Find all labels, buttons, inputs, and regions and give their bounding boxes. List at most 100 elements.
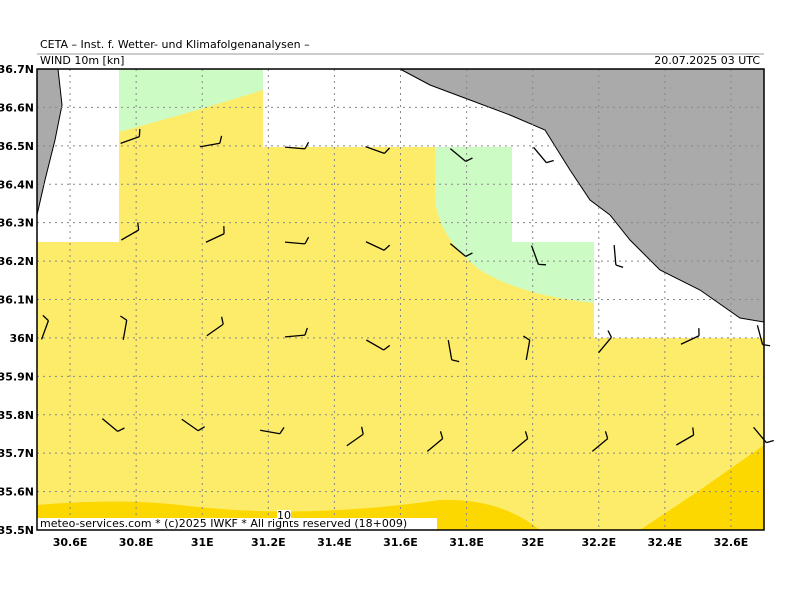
lat-label: 35.9N [0, 370, 34, 383]
barb-flag [383, 344, 391, 351]
lon-label: 31.6E [383, 536, 418, 549]
lon-label: 31.8E [449, 536, 484, 549]
plot-area: meteo-services.com * (c)2025 IWKF * All … [36, 68, 774, 531]
lon-label: 31.2E [251, 536, 286, 549]
barb-shaft [447, 340, 453, 360]
barb-flag [304, 236, 310, 245]
footer-box [37, 518, 437, 530]
wind-barb [366, 339, 391, 351]
wind-barb [181, 418, 206, 432]
footer: meteo-services.com * (c)2025 IWKF * All … [40, 517, 407, 530]
barb-flag [615, 264, 624, 268]
barb-shaft [205, 233, 225, 243]
barb-shaft [511, 438, 529, 452]
barb-shaft [260, 429, 280, 435]
barb-flag [607, 330, 613, 338]
barb-shaft [449, 148, 467, 162]
barb-flag [304, 141, 310, 150]
lat-label: 35.6N [0, 486, 34, 499]
barb-shaft [591, 438, 609, 452]
wind-barb [426, 431, 444, 452]
barb-flag [383, 244, 391, 251]
barb-shaft [121, 229, 139, 241]
barb-flag [304, 327, 308, 336]
barb-shaft [284, 241, 306, 245]
barb-flag [523, 335, 531, 341]
wind-barb [101, 418, 125, 433]
barb-shaft [613, 244, 617, 266]
wind-barb [680, 328, 700, 345]
barb-shaft [533, 146, 547, 164]
lat-label: 36.6N [0, 101, 34, 114]
barb-flag [117, 427, 125, 433]
barb-shaft [530, 245, 540, 265]
wind-barb [449, 148, 473, 163]
wind-barb [260, 427, 285, 435]
barb-flag [692, 427, 695, 436]
wind-barb [121, 222, 140, 241]
lat-label: 36.2N [0, 255, 34, 268]
parameter: WIND 10m [kn] [40, 54, 124, 67]
barb-flag [137, 222, 140, 231]
lat-label: 35.7N [0, 447, 34, 460]
wind-barb [447, 340, 460, 363]
barb-shaft [525, 340, 531, 360]
barb-flag [698, 328, 700, 336]
barb-flag [465, 157, 473, 163]
lon-label: 31.4E [317, 536, 352, 549]
barb-shaft [365, 145, 385, 155]
lon-label: 32E [521, 536, 544, 549]
barb-shaft [676, 434, 694, 446]
barb-shaft [284, 146, 306, 150]
contour-label: 10 [277, 509, 291, 522]
barb-flag [546, 159, 554, 164]
lon-label: 32.6E [714, 536, 749, 549]
wind-barb [284, 327, 308, 338]
barb-flag [383, 147, 391, 154]
wind-barb [676, 427, 695, 446]
barb-shaft [365, 241, 385, 251]
wind-barb [449, 243, 473, 258]
barb-flag [604, 431, 609, 439]
barb-flag [451, 359, 460, 363]
title: CETA – Inst. f. Wetter- und Klimafolgena… [40, 38, 310, 51]
lon-label: 30.6E [53, 536, 88, 549]
wind-barb [40, 314, 50, 340]
wind-barb [523, 335, 531, 360]
wind-barbs [40, 128, 774, 452]
barb-shaft [756, 325, 764, 345]
lat-label: 36.3N [0, 217, 34, 230]
land [399, 68, 765, 323]
barb-flag [465, 252, 473, 258]
wind-barb [613, 244, 624, 268]
wind-barb [284, 141, 310, 150]
lat-label: 35.8N [0, 409, 34, 422]
barb-shaft [366, 339, 384, 351]
barb-flag [538, 263, 547, 266]
lat-label: 36N [9, 332, 34, 345]
barb-shaft [101, 418, 119, 432]
barb-shaft [181, 418, 199, 432]
barb-flag [524, 431, 529, 439]
barb-flag [138, 128, 141, 137]
barb-flag [766, 439, 774, 444]
wind-barb [365, 145, 391, 155]
wind-barb [206, 316, 224, 337]
barb-shaft [40, 320, 50, 340]
lat-label: 36.4N [0, 178, 34, 191]
barb-flag [42, 314, 49, 322]
barb-shaft [200, 142, 220, 148]
wind-barb [284, 236, 310, 245]
barb-shaft [122, 320, 128, 340]
barb-flag [219, 135, 223, 144]
lat-label: 36.5N [0, 140, 34, 153]
lat-label: 36.1N [0, 294, 34, 307]
lat-label: 35.5N [0, 524, 34, 537]
wind-band-strong [640, 445, 764, 530]
barb-flag [439, 431, 444, 439]
lon-label: 32.4E [648, 536, 683, 549]
wind-barb [533, 146, 554, 164]
contour-label-box [277, 510, 291, 521]
lon-label: 32.2E [581, 536, 616, 549]
